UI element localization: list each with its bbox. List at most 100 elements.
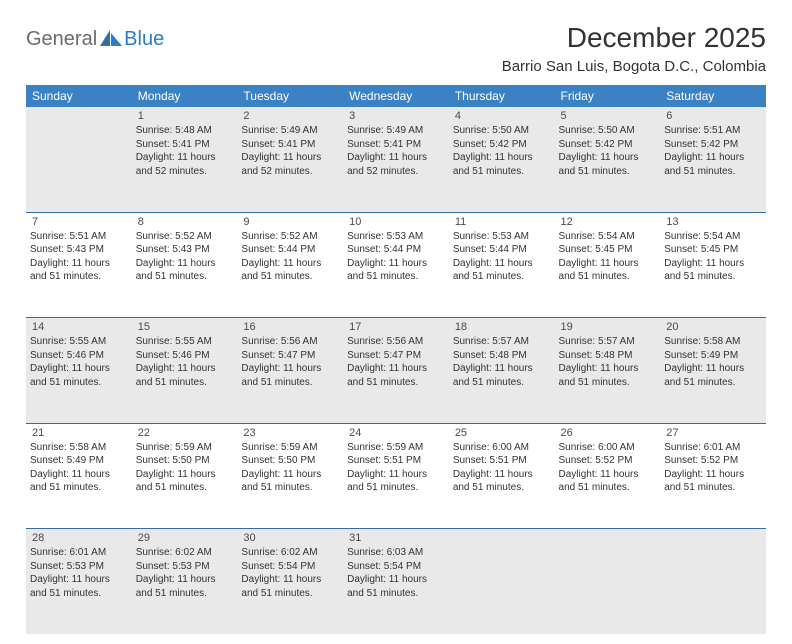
day-detail-line: Daylight: 11 hours and 52 minutes.: [136, 151, 234, 178]
day-number: 20: [660, 318, 766, 336]
logo-sail-icon: [100, 30, 122, 46]
day-cell: [449, 546, 555, 634]
day-detail-line: Sunrise: 5:51 AM: [30, 230, 128, 244]
day-detail-line: Sunrise: 5:53 AM: [453, 230, 551, 244]
day-cell: Sunrise: 5:54 AMSunset: 5:45 PMDaylight:…: [660, 230, 766, 318]
day-detail-line: Daylight: 11 hours and 51 minutes.: [664, 362, 762, 389]
day-detail-line: Sunset: 5:51 PM: [347, 454, 445, 468]
day-detail-line: Daylight: 11 hours and 51 minutes.: [453, 468, 551, 495]
day-detail-line: Daylight: 11 hours and 52 minutes.: [347, 151, 445, 178]
title-block: December 2025 Barrio San Luis, Bogota D.…: [502, 22, 766, 75]
calendar-page: General Blue December 2025 Barrio San Lu…: [0, 0, 792, 644]
day-detail-line: Daylight: 11 hours and 51 minutes.: [30, 468, 128, 495]
day-detail-line: Daylight: 11 hours and 51 minutes.: [30, 362, 128, 389]
day-detail-line: Daylight: 11 hours and 51 minutes.: [30, 573, 128, 600]
day-number: 25: [449, 423, 555, 441]
day-cell: Sunrise: 5:48 AMSunset: 5:41 PMDaylight:…: [132, 124, 238, 212]
week-row: Sunrise: 6:01 AMSunset: 5:53 PMDaylight:…: [26, 546, 766, 634]
day-number: 27: [660, 423, 766, 441]
day-detail-line: Sunset: 5:41 PM: [241, 138, 339, 152]
day-detail-line: Sunrise: 5:50 AM: [559, 124, 657, 138]
day-cell: Sunrise: 5:56 AMSunset: 5:47 PMDaylight:…: [343, 335, 449, 423]
day-detail-line: Daylight: 11 hours and 51 minutes.: [453, 151, 551, 178]
day-number: 9: [237, 212, 343, 230]
day-detail-line: Sunset: 5:50 PM: [241, 454, 339, 468]
day-header: Friday: [555, 85, 661, 107]
day-number: [449, 529, 555, 547]
week-row: Sunrise: 5:48 AMSunset: 5:41 PMDaylight:…: [26, 124, 766, 212]
day-detail-line: Sunset: 5:54 PM: [347, 560, 445, 574]
day-detail-line: Daylight: 11 hours and 51 minutes.: [347, 573, 445, 600]
day-detail-line: Sunrise: 5:49 AM: [347, 124, 445, 138]
day-cell: Sunrise: 6:00 AMSunset: 5:51 PMDaylight:…: [449, 441, 555, 529]
day-number-row: 28293031: [26, 529, 766, 547]
day-detail-line: Daylight: 11 hours and 51 minutes.: [453, 257, 551, 284]
day-detail-line: Sunset: 5:47 PM: [347, 349, 445, 363]
day-detail-line: Sunrise: 5:59 AM: [241, 441, 339, 455]
day-detail-line: Sunset: 5:41 PM: [136, 138, 234, 152]
day-cell: Sunrise: 5:55 AMSunset: 5:46 PMDaylight:…: [26, 335, 132, 423]
day-cell: Sunrise: 6:01 AMSunset: 5:53 PMDaylight:…: [26, 546, 132, 634]
day-detail-line: Sunrise: 6:01 AM: [664, 441, 762, 455]
day-detail-line: Sunrise: 6:00 AM: [453, 441, 551, 455]
day-detail-line: Sunset: 5:44 PM: [241, 243, 339, 257]
day-cell: Sunrise: 5:59 AMSunset: 5:50 PMDaylight:…: [132, 441, 238, 529]
day-detail-line: Sunset: 5:47 PM: [241, 349, 339, 363]
day-detail-line: Daylight: 11 hours and 51 minutes.: [559, 257, 657, 284]
brand-general: General: [26, 28, 97, 51]
day-number: [26, 107, 132, 124]
brand-blue: Blue: [124, 28, 164, 51]
day-detail-line: Daylight: 11 hours and 51 minutes.: [664, 151, 762, 178]
day-cell: Sunrise: 5:55 AMSunset: 5:46 PMDaylight:…: [132, 335, 238, 423]
day-detail-line: Sunset: 5:52 PM: [559, 454, 657, 468]
day-header: Thursday: [449, 85, 555, 107]
day-cell: Sunrise: 5:59 AMSunset: 5:51 PMDaylight:…: [343, 441, 449, 529]
location: Barrio San Luis, Bogota D.C., Colombia: [502, 58, 766, 75]
day-number: 22: [132, 423, 238, 441]
day-detail-line: Sunset: 5:46 PM: [30, 349, 128, 363]
day-detail-line: Sunset: 5:49 PM: [30, 454, 128, 468]
day-detail-line: Sunset: 5:54 PM: [241, 560, 339, 574]
day-number: 30: [237, 529, 343, 547]
day-detail-line: Daylight: 11 hours and 51 minutes.: [241, 468, 339, 495]
week-row: Sunrise: 5:55 AMSunset: 5:46 PMDaylight:…: [26, 335, 766, 423]
day-detail-line: Sunset: 5:45 PM: [559, 243, 657, 257]
day-number: 13: [660, 212, 766, 230]
day-detail-line: Sunset: 5:48 PM: [453, 349, 551, 363]
day-detail-line: Daylight: 11 hours and 51 minutes.: [347, 257, 445, 284]
day-number: 6: [660, 107, 766, 124]
day-detail-line: Sunset: 5:42 PM: [453, 138, 551, 152]
day-detail-line: Sunset: 5:43 PM: [136, 243, 234, 257]
day-detail-line: Sunrise: 5:59 AM: [136, 441, 234, 455]
day-detail-line: Sunrise: 5:56 AM: [347, 335, 445, 349]
day-number: 11: [449, 212, 555, 230]
calendar-table: Sunday Monday Tuesday Wednesday Thursday…: [26, 85, 766, 634]
day-detail-line: Sunrise: 5:52 AM: [136, 230, 234, 244]
day-detail-line: Daylight: 11 hours and 51 minutes.: [241, 257, 339, 284]
day-detail-line: Sunset: 5:44 PM: [347, 243, 445, 257]
day-detail-line: Sunset: 5:44 PM: [453, 243, 551, 257]
week-row: Sunrise: 5:58 AMSunset: 5:49 PMDaylight:…: [26, 441, 766, 529]
day-detail-line: Sunrise: 5:49 AM: [241, 124, 339, 138]
day-detail-line: Sunrise: 6:01 AM: [30, 546, 128, 560]
day-detail-line: Daylight: 11 hours and 51 minutes.: [136, 468, 234, 495]
day-detail-line: Sunrise: 5:51 AM: [664, 124, 762, 138]
day-detail-line: Sunset: 5:42 PM: [559, 138, 657, 152]
day-detail-line: Daylight: 11 hours and 51 minutes.: [664, 468, 762, 495]
day-detail-line: Sunrise: 5:54 AM: [664, 230, 762, 244]
day-detail-line: Daylight: 11 hours and 51 minutes.: [453, 362, 551, 389]
day-cell: Sunrise: 6:02 AMSunset: 5:53 PMDaylight:…: [132, 546, 238, 634]
day-number: 8: [132, 212, 238, 230]
day-detail-line: Sunrise: 5:59 AM: [347, 441, 445, 455]
day-number: 24: [343, 423, 449, 441]
day-number: 26: [555, 423, 661, 441]
day-cell: Sunrise: 5:56 AMSunset: 5:47 PMDaylight:…: [237, 335, 343, 423]
week-row: Sunrise: 5:51 AMSunset: 5:43 PMDaylight:…: [26, 230, 766, 318]
day-detail-line: Daylight: 11 hours and 51 minutes.: [559, 362, 657, 389]
day-detail-line: Sunset: 5:43 PM: [30, 243, 128, 257]
day-number: 29: [132, 529, 238, 547]
day-cell: Sunrise: 5:54 AMSunset: 5:45 PMDaylight:…: [555, 230, 661, 318]
day-number: 7: [26, 212, 132, 230]
day-cell: Sunrise: 5:49 AMSunset: 5:41 PMDaylight:…: [237, 124, 343, 212]
day-detail-line: Sunrise: 5:57 AM: [453, 335, 551, 349]
